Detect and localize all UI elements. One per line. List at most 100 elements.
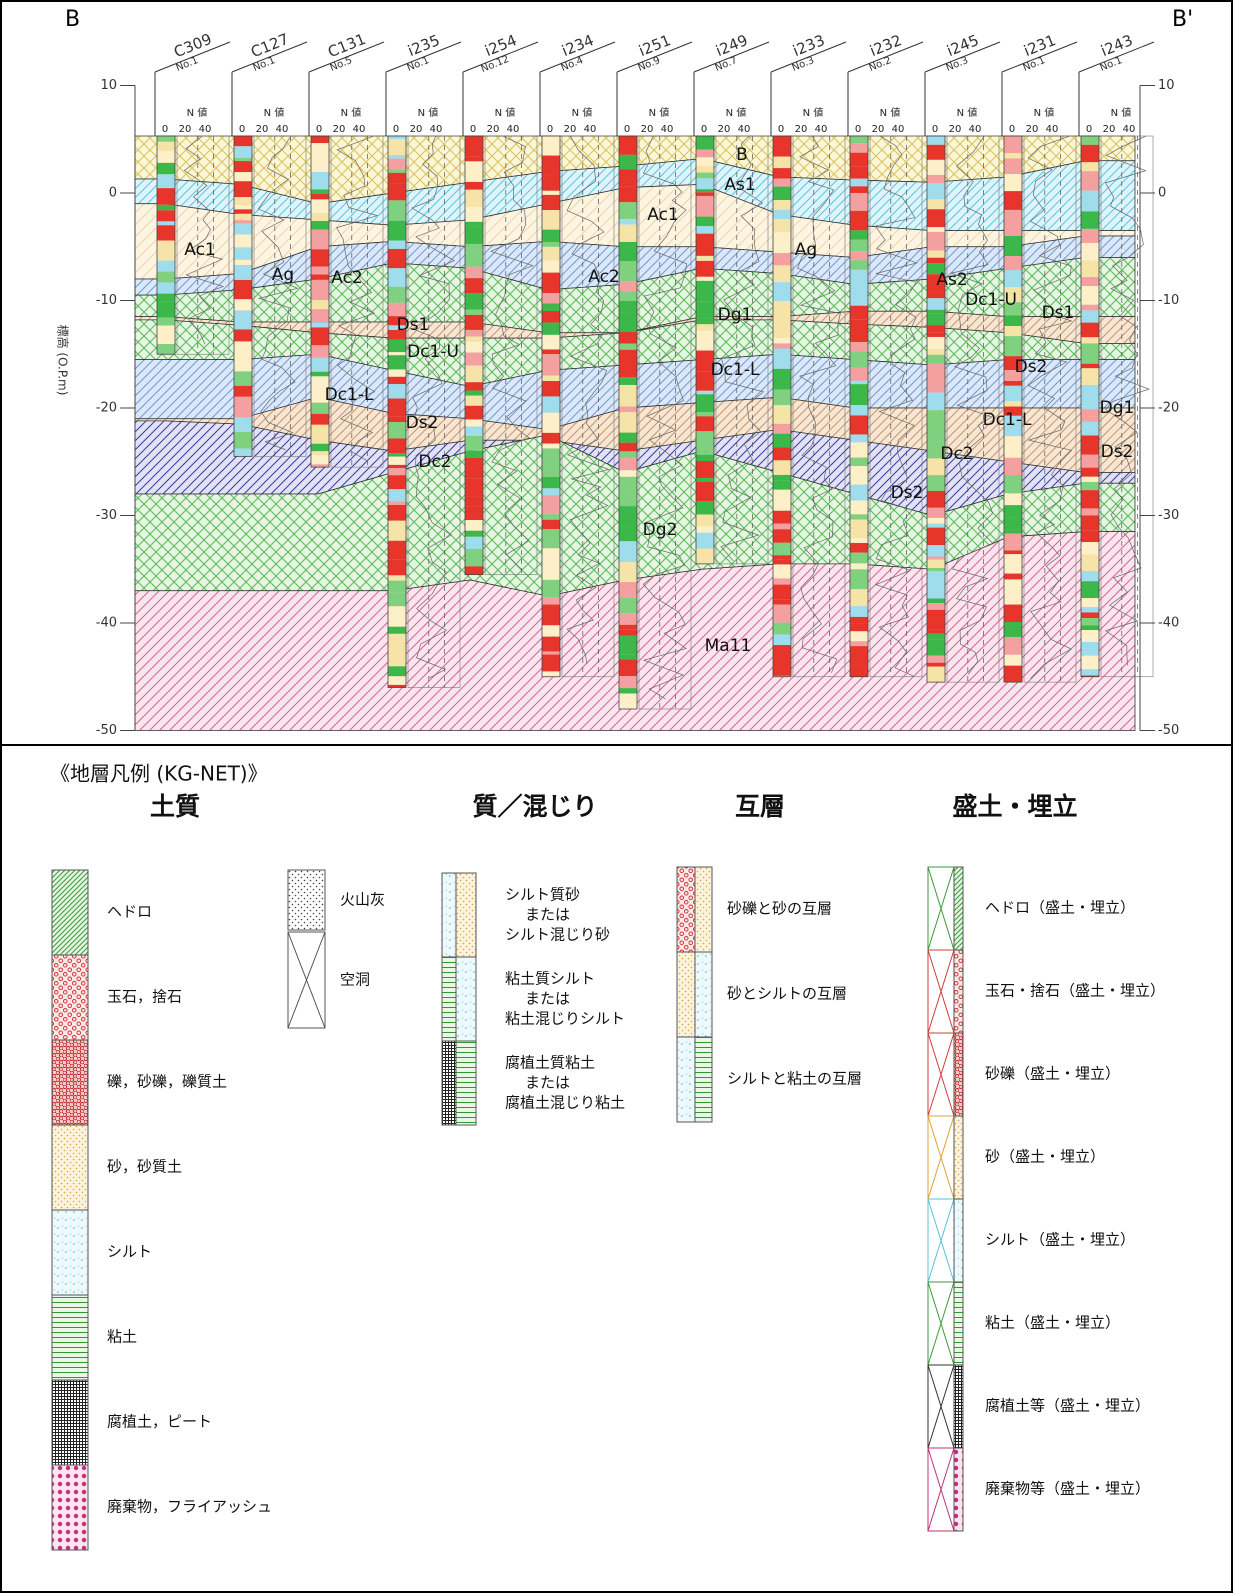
log-segment	[157, 282, 175, 294]
log-segment	[311, 357, 329, 372]
legend-swatch	[441, 1040, 457, 1126]
log-segment	[234, 197, 252, 205]
section-end-label: B'	[1172, 7, 1193, 32]
log-segment	[773, 282, 791, 297]
n-value-label: N 値	[572, 106, 593, 119]
log-segment	[465, 278, 483, 294]
log-segment	[773, 564, 791, 579]
log-segment	[850, 143, 868, 150]
legend-swatch	[676, 1036, 696, 1123]
log-segment	[850, 646, 868, 666]
legend-label: 礫，砂礫，礫質土	[107, 1073, 227, 1091]
log-segment	[927, 662, 945, 667]
n-value-label: N 値	[495, 106, 516, 119]
log-segment	[696, 260, 714, 277]
legend-heading: 質／混じり	[472, 792, 597, 821]
log-segment	[927, 231, 945, 251]
log-segment	[465, 206, 483, 222]
legend-label: または	[525, 906, 570, 924]
log-segment	[1081, 260, 1099, 278]
log-segment	[542, 443, 560, 449]
log-segment	[311, 213, 329, 221]
log-segment	[542, 354, 560, 373]
log-segment	[927, 545, 945, 557]
n-value-scale: 40	[1123, 124, 1136, 135]
log-segment	[773, 209, 791, 220]
log-segment	[927, 458, 945, 476]
log-segment	[927, 441, 945, 459]
log-segment	[1004, 370, 1022, 382]
layer-label: Dc2	[418, 452, 451, 472]
log-segment	[927, 174, 945, 184]
n-value-scale: 20	[564, 124, 577, 135]
log-segment	[1081, 277, 1099, 286]
log-segment	[157, 188, 175, 205]
log-segment	[773, 337, 791, 344]
log-segment	[1004, 544, 1022, 551]
log-segment	[1081, 641, 1099, 656]
log-segment	[1004, 226, 1022, 236]
legend-swatch	[953, 1447, 964, 1532]
log-segment	[311, 300, 329, 310]
log-segment	[465, 536, 483, 549]
n-value-box	[561, 135, 615, 678]
n-value-trace	[411, 135, 456, 679]
log-segment	[619, 541, 637, 562]
log-segment	[850, 260, 868, 270]
log-segment	[234, 265, 252, 280]
log-segment	[542, 246, 560, 254]
log-segment	[1081, 508, 1099, 516]
n-value-trace	[874, 135, 918, 677]
header-slant	[385, 41, 462, 73]
log-segment	[696, 371, 714, 391]
log-segment	[619, 384, 637, 404]
log-segment	[1004, 475, 1022, 494]
log-segment	[1004, 235, 1022, 257]
log-segment	[619, 312, 637, 333]
log-segment	[542, 514, 560, 520]
log-strip	[772, 135, 792, 678]
log-segment	[542, 536, 560, 549]
legend-swatch	[953, 949, 964, 1034]
n-value-box	[715, 135, 769, 565]
log-segment	[773, 654, 791, 676]
log-segment	[619, 635, 637, 655]
log-segment	[311, 455, 329, 465]
header-slant	[924, 41, 1001, 73]
legend-label: シルト質砂	[505, 886, 580, 904]
log-segment	[850, 623, 868, 632]
n-value-scale: 20	[718, 124, 731, 135]
legend-swatch	[953, 1364, 964, 1449]
log-segment	[696, 276, 714, 281]
log-segment	[1081, 144, 1099, 163]
n-value-label: N 値	[341, 106, 362, 119]
log-segment	[619, 300, 637, 313]
legend-swatch	[455, 956, 477, 1042]
legend-label: ヘドロ（盛土・埋立）	[985, 899, 1135, 917]
log-segment	[619, 561, 637, 583]
log-segment	[696, 416, 714, 432]
layer-label: Dg1	[718, 305, 753, 325]
log-segment	[388, 505, 406, 521]
n-value-scale: 0	[547, 124, 553, 135]
log-segment	[234, 209, 252, 214]
log-segment	[619, 343, 637, 350]
log-segment	[542, 334, 560, 350]
log-segment	[388, 398, 406, 417]
log-segment	[157, 151, 175, 156]
log-segment	[773, 599, 791, 605]
log-segment	[311, 194, 329, 200]
layer-label: As1	[724, 175, 755, 195]
log-segment	[619, 281, 637, 292]
log-segment	[157, 240, 175, 261]
log-segment	[234, 396, 252, 418]
log-segment	[619, 437, 637, 443]
header-slant	[770, 41, 847, 73]
log-segment	[234, 172, 252, 182]
log-segment	[542, 381, 560, 397]
log-segment	[927, 263, 945, 275]
log-segment	[850, 457, 868, 467]
log-segment	[234, 161, 252, 173]
tick-label: -10	[1158, 293, 1179, 308]
log-segment	[311, 464, 329, 468]
